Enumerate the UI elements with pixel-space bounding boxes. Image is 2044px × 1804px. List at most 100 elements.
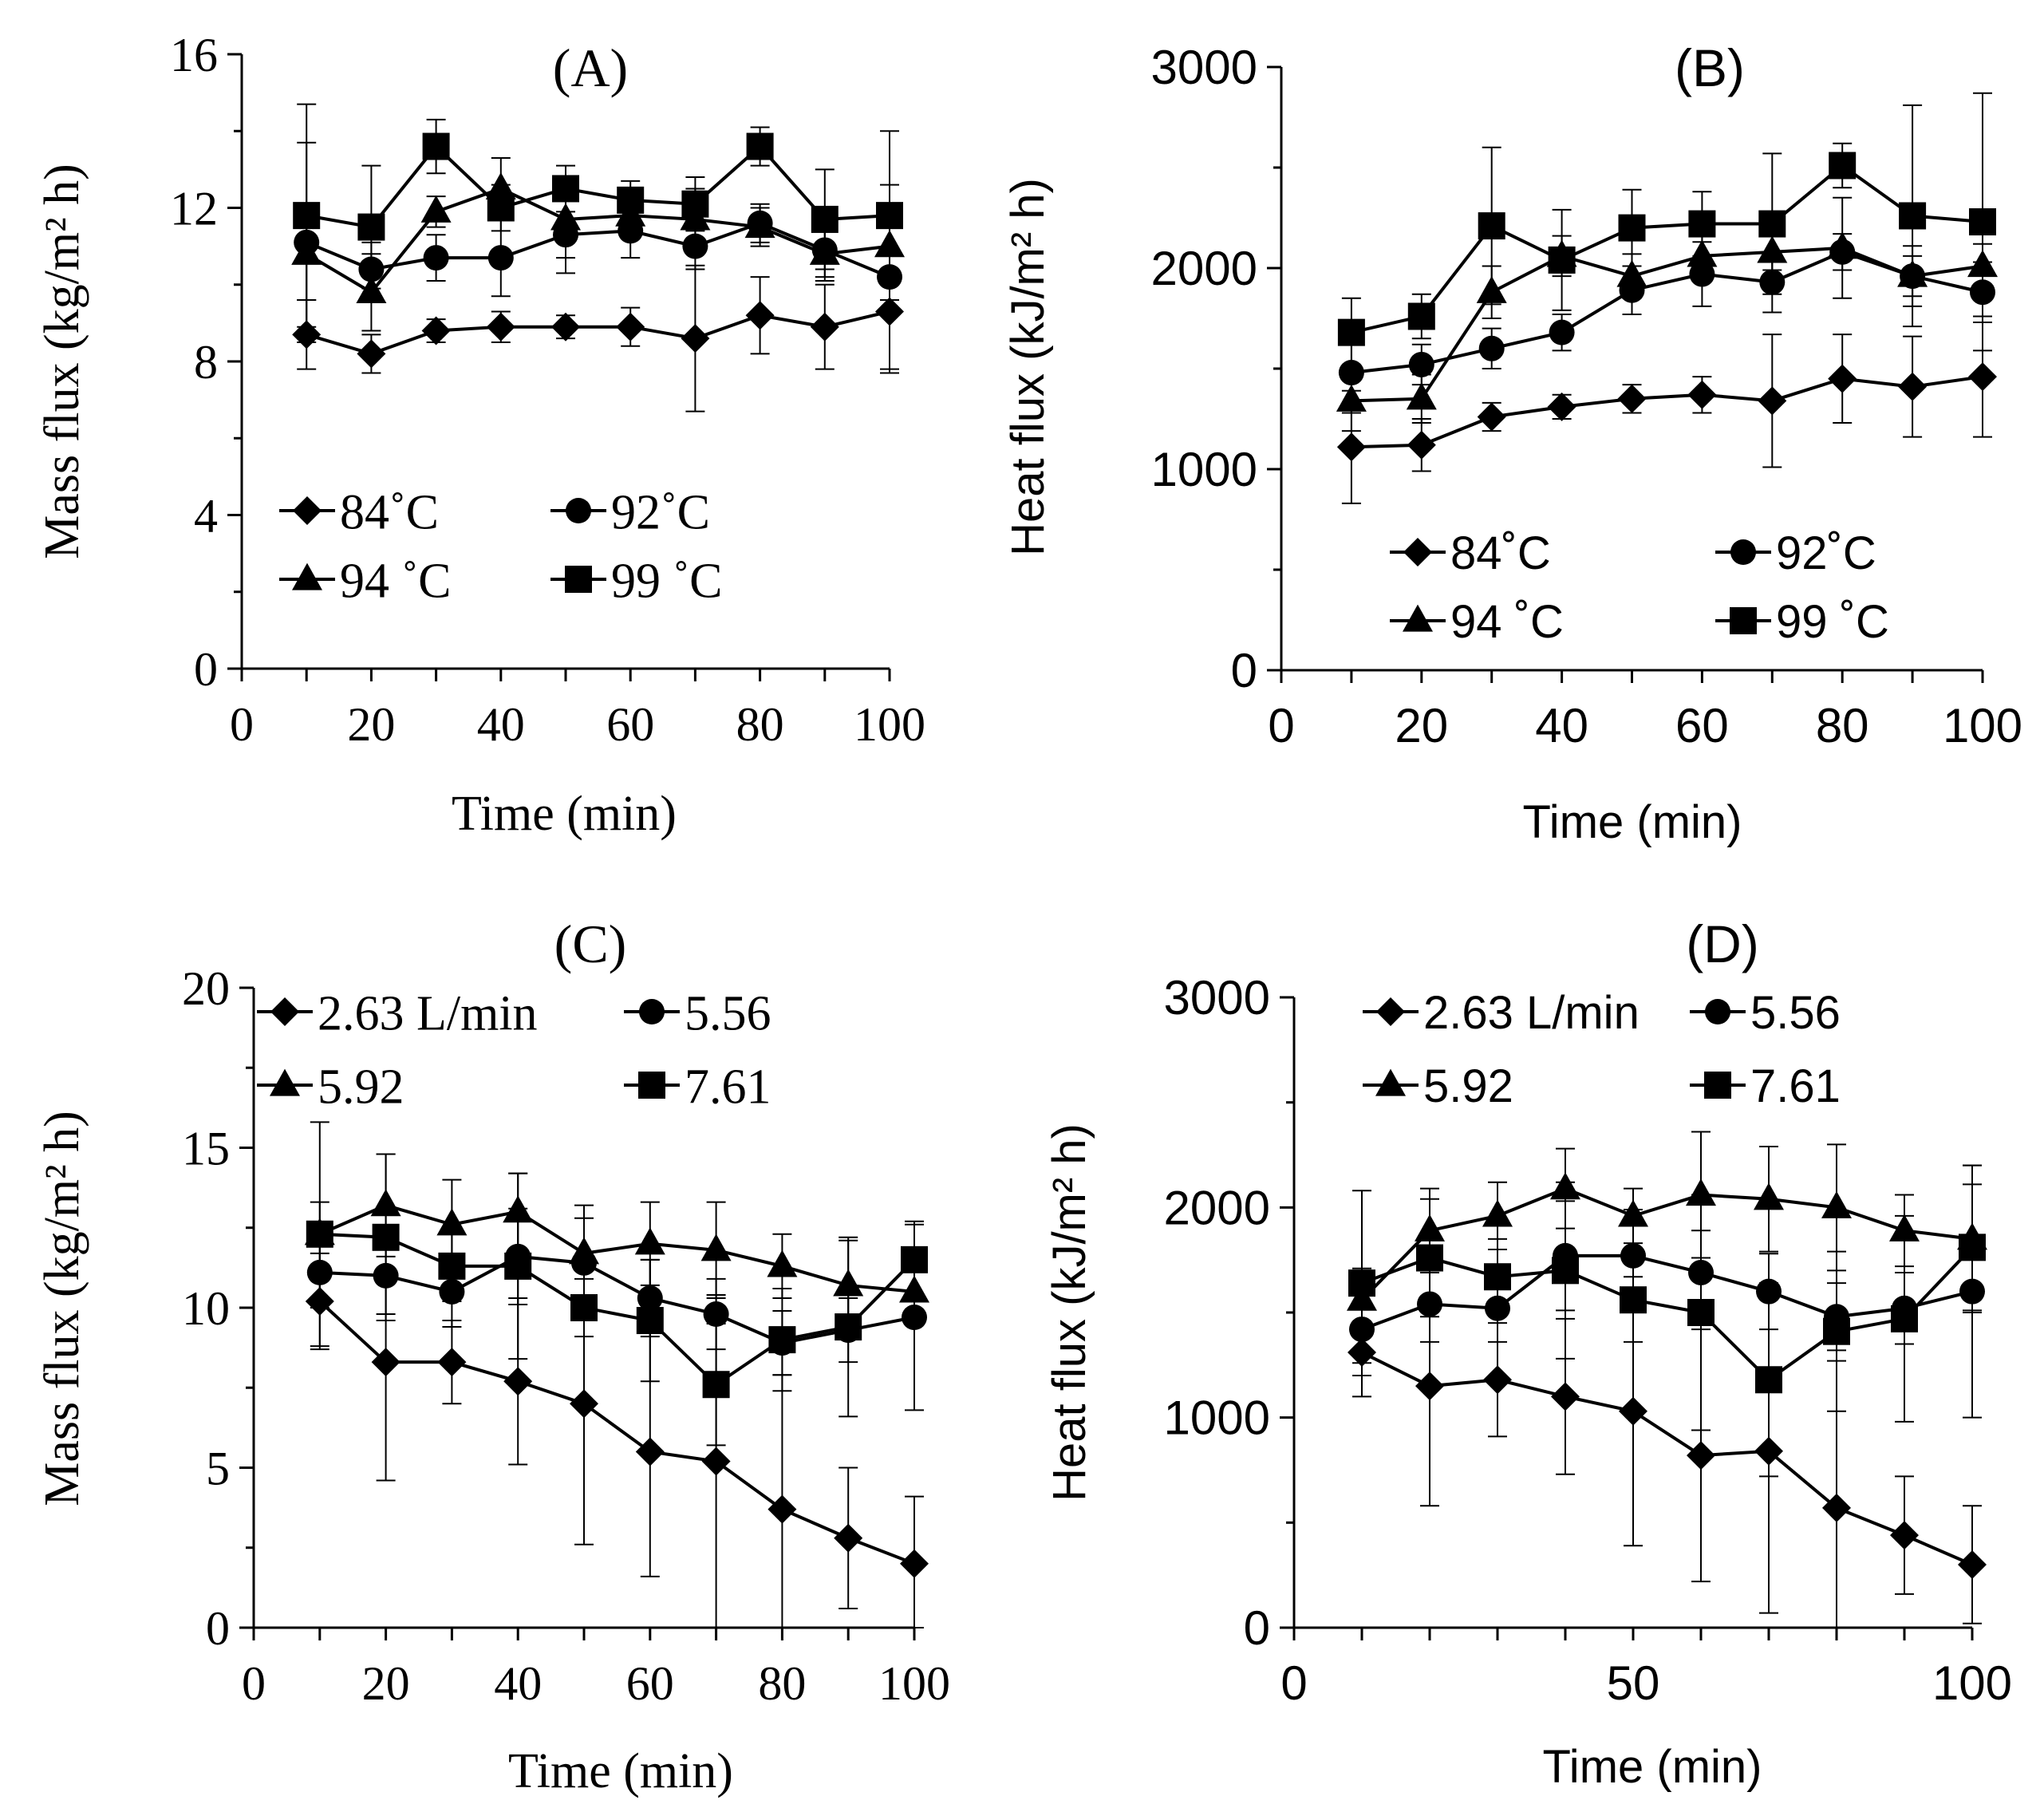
data-point (746, 132, 774, 160)
legend-item: 94 ˚C (279, 554, 452, 608)
data-point (1337, 318, 1365, 346)
legend: 2.63 L/min 5.56 5.92 7.61 (1363, 987, 1841, 1112)
legend-label: 2.63 L/min (1423, 987, 1640, 1039)
legend-circle-marker (566, 498, 591, 523)
data-point (1889, 1214, 1920, 1241)
legend-circle-marker (639, 999, 665, 1024)
data-point (1756, 1278, 1782, 1305)
data-point (767, 1494, 797, 1524)
data-point (420, 195, 452, 223)
data-point (1689, 261, 1715, 287)
data-point (1416, 1244, 1443, 1272)
series-line (319, 1254, 915, 1345)
data-point (1478, 212, 1505, 240)
data-point (1483, 1365, 1512, 1395)
x-tick-label: 40 (1535, 699, 1588, 752)
legend-item: 5.56 (624, 986, 771, 1040)
x-tick-label: 0 (230, 698, 254, 751)
data-point (1407, 430, 1436, 460)
x-tick-label: 0 (242, 1657, 266, 1710)
data-point (833, 1269, 864, 1297)
series-line (1351, 250, 1983, 375)
data-point (834, 1523, 863, 1553)
data-point (768, 1326, 796, 1354)
x-axis-label: Time (min) (1523, 796, 1742, 848)
series-errorbars (1341, 315, 1992, 504)
data-point (1551, 1382, 1580, 1411)
legend: 2.63 L/min 5.56 5.92 7.61 (257, 986, 771, 1114)
legend-item: 5.92 (257, 1060, 404, 1114)
legend-label: 84˚C (340, 485, 439, 539)
data-point (503, 1367, 533, 1396)
y-tick-label: 5 (206, 1443, 230, 1495)
data-point (306, 1259, 333, 1285)
data-point (1348, 1338, 1376, 1368)
data-point (438, 1252, 466, 1280)
data-point (372, 1223, 400, 1251)
data-point (1687, 1441, 1715, 1470)
series-square (293, 132, 903, 241)
data-point (1415, 1214, 1445, 1241)
data-point (437, 1348, 467, 1377)
data-point (1959, 1234, 1986, 1261)
legend-circle-marker (1705, 999, 1730, 1024)
y-tick-label: 2000 (1164, 1181, 1270, 1234)
data-point (1552, 1257, 1579, 1285)
series-line (319, 1203, 915, 1293)
y-tick-label: 0 (1244, 1601, 1270, 1655)
data-point (1757, 235, 1788, 263)
data-point (552, 175, 579, 203)
data-point (1336, 432, 1366, 462)
series-square (1337, 152, 1996, 346)
data-point (487, 245, 514, 271)
x-tick-label: 20 (347, 698, 395, 751)
data-point (811, 205, 839, 233)
series-line (306, 310, 890, 356)
legend-item: 5.56 (1690, 987, 1841, 1039)
data-point (356, 275, 387, 303)
data-point (292, 320, 322, 349)
series-circle (1338, 239, 1995, 386)
data-point (616, 312, 645, 341)
y-tick-label: 0 (206, 1602, 230, 1655)
data-point (1407, 302, 1435, 330)
x-tick-label: 100 (878, 1657, 950, 1710)
data-point (634, 1227, 665, 1255)
data-point (1618, 214, 1646, 242)
series-line (1361, 1245, 1974, 1382)
data-point (1349, 1316, 1375, 1343)
legend-label: 5.92 (318, 1060, 404, 1114)
x-tick-label: 100 (1943, 699, 2022, 752)
series-errorbars (1341, 92, 1992, 368)
data-point (1821, 1190, 1852, 1218)
series-errorbars (1352, 1164, 1982, 1419)
data-point (370, 1189, 401, 1217)
data-point (900, 1549, 929, 1578)
y-axis-label: Mass flux (kg/m² h) (35, 1111, 89, 1506)
series-line (1361, 1351, 1973, 1566)
data-point (1898, 372, 1928, 401)
data-point (1890, 1521, 1919, 1550)
data-point (305, 1286, 334, 1316)
data-point (1484, 1263, 1511, 1291)
data-point (1415, 1372, 1444, 1401)
legend-item: 92˚C (1715, 527, 1876, 579)
data-point (1958, 1550, 1987, 1579)
series-triangle (304, 1189, 929, 1303)
data-point (876, 202, 903, 230)
data-point (1967, 250, 1998, 278)
data-point (1688, 1259, 1714, 1285)
y-tick-label: 20 (182, 962, 230, 1015)
series-diamond (292, 297, 904, 369)
data-point (1549, 319, 1575, 345)
data-point (439, 1278, 465, 1305)
data-point (503, 1195, 534, 1223)
y-axis-label: Mass flux (kg/m² h) (35, 164, 89, 559)
data-point (1417, 1291, 1442, 1317)
data-point (569, 1237, 599, 1265)
data-point (291, 237, 322, 265)
legend-triangle-marker (1403, 604, 1433, 632)
legend-label: 5.92 (1423, 1060, 1513, 1112)
data-point (436, 1208, 468, 1236)
legend-label: 7.61 (1750, 1060, 1841, 1112)
